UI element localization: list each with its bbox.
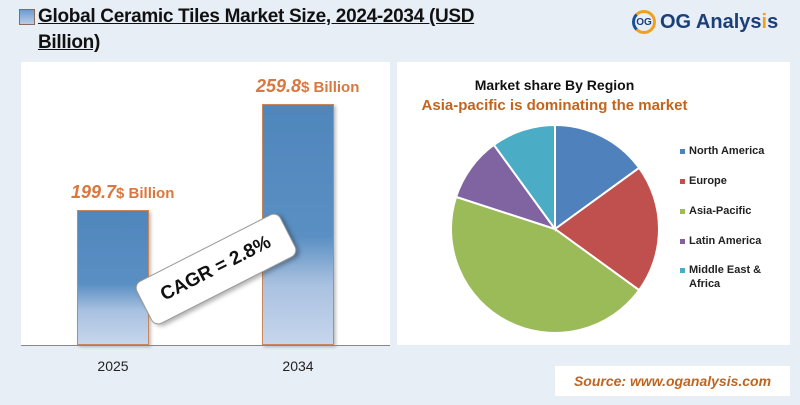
og-analysis-logo: OG OG Analys i s bbox=[632, 10, 778, 34]
source-label: Source: www.oganalysis.com bbox=[555, 366, 790, 396]
bar-2025 bbox=[77, 210, 149, 345]
legend-swatch bbox=[680, 208, 685, 214]
pie-subtitle: Asia-pacific is dominating the market bbox=[421, 97, 688, 114]
legend-swatch bbox=[680, 178, 685, 184]
legend-item: North America bbox=[680, 144, 764, 158]
pie-chart bbox=[450, 123, 660, 334]
value-label: 259.8$ Billion bbox=[256, 76, 360, 97]
legend-item: Asia-Pacific bbox=[680, 204, 751, 218]
logo-icon: OG bbox=[632, 10, 656, 34]
x-axis bbox=[21, 345, 390, 346]
legend-label: Middle East & Africa bbox=[689, 264, 762, 290]
title-icon bbox=[19, 9, 35, 25]
legend-item: Latin America bbox=[680, 234, 761, 248]
pie-slice-north-america bbox=[554, 123, 641, 231]
legend-label: North America bbox=[689, 145, 765, 157]
x-tick-label: 2034 bbox=[282, 358, 314, 374]
legend-swatch bbox=[680, 238, 685, 244]
pie-slice-asia-pacific bbox=[450, 195, 641, 334]
pie-slice-middle-east-africa bbox=[492, 123, 556, 233]
pie-slice-europe bbox=[553, 166, 660, 292]
legend-label: Asia-Pacific bbox=[689, 205, 752, 217]
value-label: 199.7$ Billion bbox=[71, 182, 175, 203]
legend-swatch bbox=[680, 267, 685, 273]
legend-item: Europe bbox=[680, 174, 727, 188]
x-tick-label: 2025 bbox=[97, 358, 129, 374]
legend-label: Europe bbox=[689, 175, 727, 187]
legend-swatch bbox=[680, 148, 685, 154]
legend-label: Latin America bbox=[689, 235, 762, 247]
pie-title: Market share By Region bbox=[474, 77, 635, 93]
legend-item: Middle East & Africa bbox=[680, 263, 784, 291]
page-title: Global Ceramic Tiles Market Size, 2024-2… bbox=[38, 6, 475, 53]
